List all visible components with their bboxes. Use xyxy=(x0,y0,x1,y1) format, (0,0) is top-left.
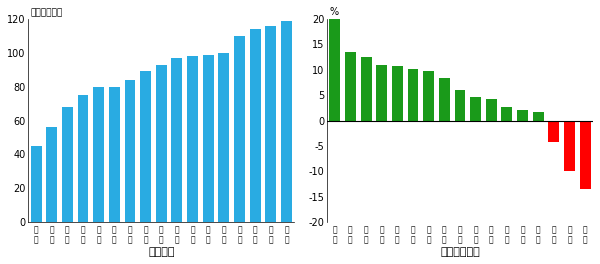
Bar xyxy=(502,107,512,121)
Bar xyxy=(470,97,481,121)
X-axis label: 同比改善幅度: 同比改善幅度 xyxy=(440,247,480,257)
Bar xyxy=(218,53,229,222)
Bar xyxy=(376,65,387,121)
Bar xyxy=(345,52,356,121)
Bar xyxy=(265,26,277,222)
Bar xyxy=(187,56,198,222)
Bar xyxy=(392,66,403,121)
Bar xyxy=(109,87,120,222)
Bar xyxy=(580,121,591,189)
Bar xyxy=(407,69,418,121)
Text: %: % xyxy=(329,7,338,17)
Bar xyxy=(548,121,559,142)
Bar xyxy=(455,90,466,121)
Bar xyxy=(533,112,544,121)
Bar xyxy=(172,58,182,222)
Bar xyxy=(77,95,88,222)
Bar xyxy=(203,55,214,222)
Bar xyxy=(517,110,528,121)
Bar xyxy=(234,36,245,222)
Bar xyxy=(329,19,340,121)
X-axis label: 月均浓度: 月均浓度 xyxy=(148,247,175,257)
Bar xyxy=(439,78,450,121)
Bar xyxy=(423,71,434,121)
Bar xyxy=(361,57,371,121)
Text: 微克／立方米: 微克／立方米 xyxy=(31,8,63,17)
Bar xyxy=(564,121,575,171)
Bar xyxy=(486,99,497,121)
Bar xyxy=(156,65,167,222)
Bar xyxy=(125,80,136,222)
Bar xyxy=(46,127,57,222)
Bar xyxy=(281,21,292,222)
Bar xyxy=(140,72,151,222)
Bar xyxy=(93,87,104,222)
Bar xyxy=(250,29,261,222)
Bar xyxy=(31,146,41,222)
Bar xyxy=(62,107,73,222)
